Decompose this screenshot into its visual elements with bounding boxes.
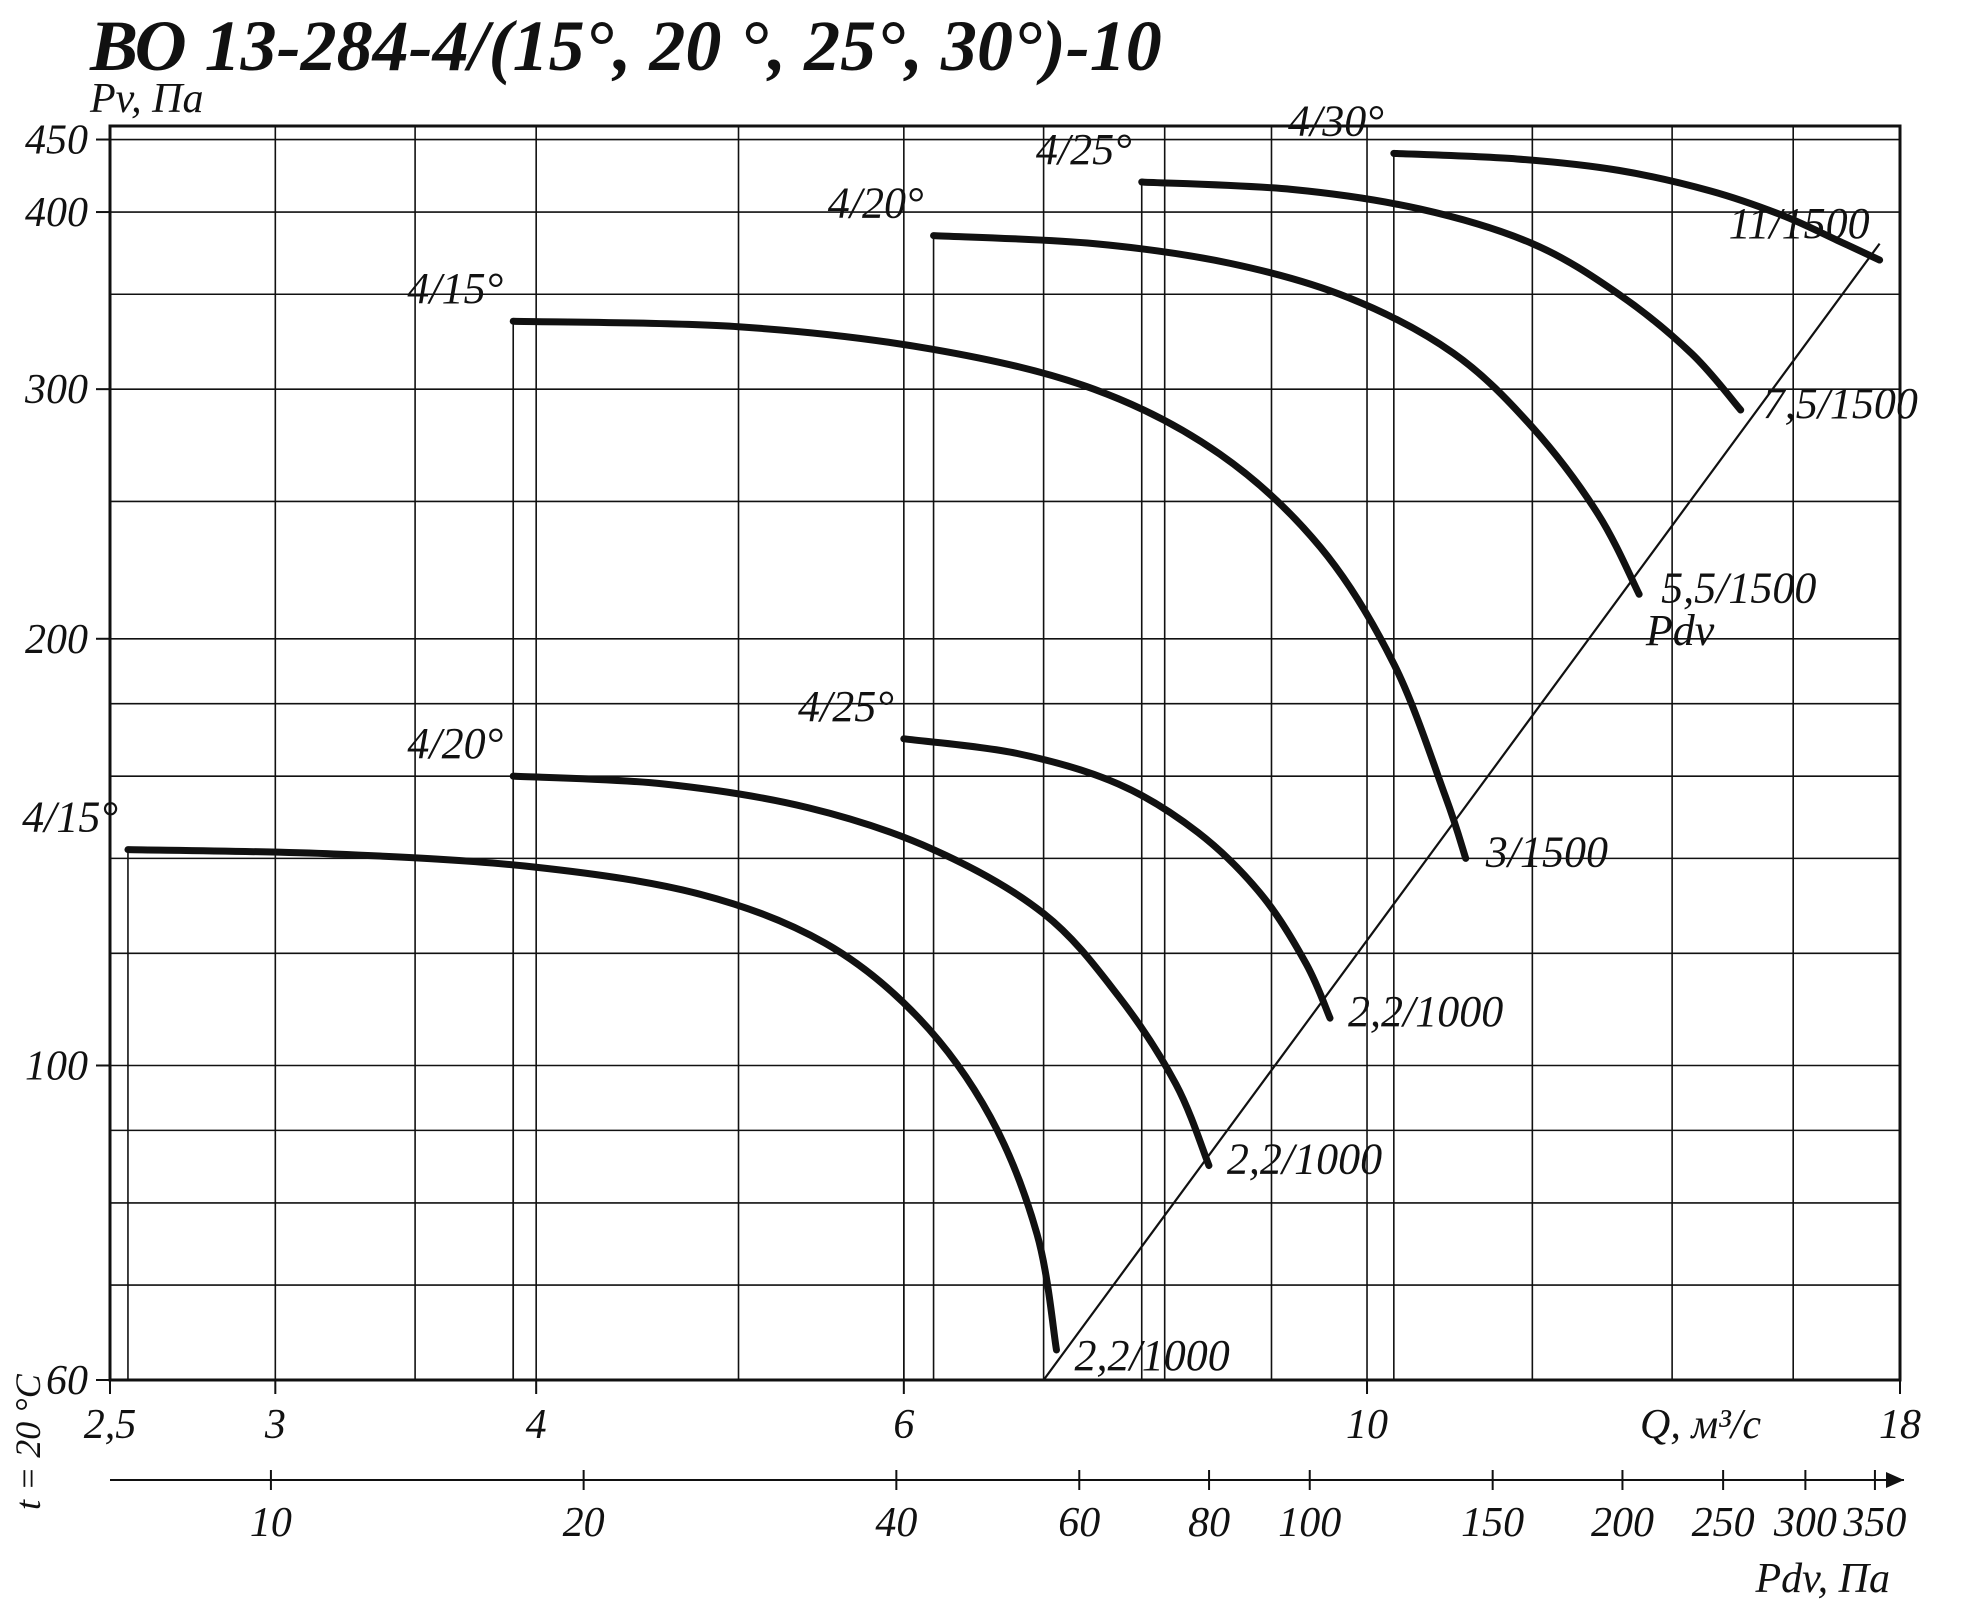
curve-end-label: 3/1500 <box>1485 827 1608 876</box>
y-tick-label: 60 <box>46 1358 88 1404</box>
x-tick-pdv: 200 <box>1591 1500 1654 1546</box>
x-tick-q: 6 <box>893 1402 914 1448</box>
x-axis-q-label: Q, м³/с <box>1640 1402 1761 1448</box>
x-tick-pdv: 40 <box>875 1500 917 1546</box>
x-tick-pdv: 10 <box>250 1500 292 1546</box>
temperature-condition: t = 20 °C <box>8 1373 48 1510</box>
curve-end-label: 2,2/1000 <box>1074 1331 1229 1380</box>
pdv-guide-label: Pdv <box>1645 606 1715 655</box>
curve-start-label: 4/20° <box>828 179 924 228</box>
fan-performance-chart: ВО 13-284-4/(15°, 20 °, 25°, 30°)-10Pv, … <box>0 0 1961 1615</box>
curve-end-label: 2,2/1000 <box>1348 987 1503 1036</box>
x-tick-pdv: 150 <box>1461 1500 1524 1546</box>
x-axis-pdv-label: Pdv, Па <box>1754 1556 1890 1602</box>
x-tick-pdv: 250 <box>1692 1500 1755 1546</box>
curve-end-label: 5,5/1500 <box>1661 563 1816 612</box>
y-tick-label: 450 <box>25 118 88 164</box>
chart-title: ВО 13-284-4/(15°, 20 °, 25°, 30°)-10 <box>89 6 1162 86</box>
x-tick-pdv: 80 <box>1188 1500 1230 1546</box>
x-tick-pdv: 100 <box>1278 1500 1341 1546</box>
curve-start-label: 4/15° <box>407 264 503 313</box>
curve-start-label: 4/25° <box>798 682 894 731</box>
y-axis-label: Pv, Па <box>89 76 204 122</box>
x-tick-pdv: 300 <box>1773 1500 1837 1546</box>
y-tick-label: 200 <box>25 617 88 663</box>
x-tick-pdv: 350 <box>1842 1500 1906 1546</box>
curve-end-label: 2,2/1000 <box>1227 1135 1382 1184</box>
x-tick-q: 18 <box>1879 1402 1921 1448</box>
x-tick-pdv: 20 <box>563 1500 605 1546</box>
curve-end-label: 7,5/1500 <box>1763 379 1918 428</box>
x-tick-q: 2,5 <box>84 1402 137 1448</box>
x-tick-q: 10 <box>1346 1402 1388 1448</box>
y-tick-label: 400 <box>25 190 88 236</box>
curve-start-label: 4/20° <box>407 719 503 768</box>
y-tick-label: 300 <box>24 367 88 413</box>
x-tick-q: 4 <box>526 1402 547 1448</box>
x-tick-q: 3 <box>264 1402 286 1448</box>
curve-start-label: 4/30° <box>1288 96 1384 145</box>
curve-end-label: 11/1500 <box>1729 199 1870 248</box>
curve-start-label: 4/15° <box>22 793 118 842</box>
y-tick-label: 100 <box>25 1044 88 1090</box>
x-tick-pdv: 60 <box>1058 1500 1100 1546</box>
curve-start-label: 4/25° <box>1036 125 1132 174</box>
